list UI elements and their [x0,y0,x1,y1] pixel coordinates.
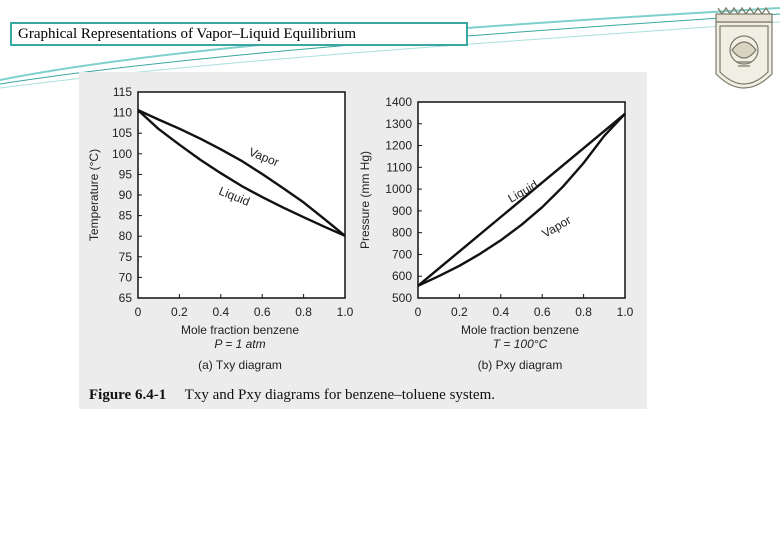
figure-svg: 65 70 75 80 85 90 95 100 105 110 115 0 0.2 0.4 0.6 0.8… [87,85,634,403]
pxy-ytick-label: 600 [392,269,412,283]
slide-title: Graphical Representations of Vapor–Liqui… [10,22,468,46]
pxy-xtick-label: 0.8 [575,305,592,319]
txy-ytick-label: 75 [119,250,133,264]
txy-ylabel: Temperature (°C) [87,149,101,241]
figure-panel: 65 70 75 80 85 90 95 100 105 110 115 0 0.2 0.4 0.6 0.8… [79,72,647,409]
pxy-ytick-label: 500 [392,291,412,305]
pxy-panel-label: (b) Pxy diagram [478,358,563,372]
txy-ytick-label: 85 [119,209,133,223]
txy-vapor-curve [137,109,346,237]
pxy-ytick-label: 1300 [385,117,412,131]
txy-ytick-label: 80 [119,229,133,243]
txy-xtick-label: 0.8 [295,305,312,319]
txy-ytick-label: 65 [119,291,133,305]
pxy-ytick-label: 900 [392,204,412,218]
pxy-xtick-label: 0.4 [492,305,509,319]
txy-chart: 65 70 75 80 85 90 95 100 105 110 115 0 0.2 0.4 0.6 0.8… [87,85,354,372]
pxy-xlabel: Mole fraction benzene [461,323,579,337]
txy-xtick-label: 0.2 [171,305,188,319]
figure-caption-number: Figure 6.4-1 [89,387,166,403]
pxy-liquid-curve [417,112,626,287]
txy-condition: P = 1 atm [214,337,265,351]
pxy-ytick-label: 800 [392,226,412,240]
txy-ytick-label: 105 [112,126,132,140]
txy-ytick-label: 90 [119,188,133,202]
txy-ytick-label: 115 [113,85,132,99]
pxy-xtick-label: 1.0 [617,305,634,319]
pxy-ytick-label: 700 [392,247,412,261]
pxy-xtick-label: 0.2 [451,305,468,319]
pxy-ylabel: Pressure (mm Hg) [358,151,372,249]
txy-xtick-label: 0.6 [254,305,271,319]
pxy-condition: T = 100°C [493,337,548,351]
pxy-chart: 500 600 700 800 900 1000 1100 1200 1300 1400 0 0.2… [358,95,634,372]
pxy-ytick-label: 1100 [386,160,412,174]
pxy-vapor-curve [417,112,626,287]
txy-liquid-curve [137,109,346,237]
figure-caption-text: Txy and Pxy diagrams for benzene–toluene… [185,387,495,403]
figure-caption: Figure 6.4-1 Txy and Pxy diagrams for be… [89,386,495,403]
university-logo [715,6,773,89]
txy-ytick-label: 100 [112,147,132,161]
pxy-xtick-label: 0.6 [534,305,551,319]
txy-xtick-label: 0 [135,305,142,319]
txy-xlabel: Mole fraction benzene [181,323,299,337]
pxy-xtick-label: 0 [415,305,422,319]
txy-ytick-label: 110 [113,106,132,120]
pxy-ytick-label: 1400 [385,95,412,109]
txy-ytick-label: 70 [119,270,133,284]
pxy-ytick-label: 1000 [385,182,412,196]
txy-xtick-label: 1.0 [337,305,354,319]
txy-xtick-label: 0.4 [212,305,229,319]
txy-ytick-label: 95 [119,167,133,181]
txy-panel-label: (a) Txy diagram [198,358,282,372]
pxy-ytick-label: 1200 [385,139,412,153]
